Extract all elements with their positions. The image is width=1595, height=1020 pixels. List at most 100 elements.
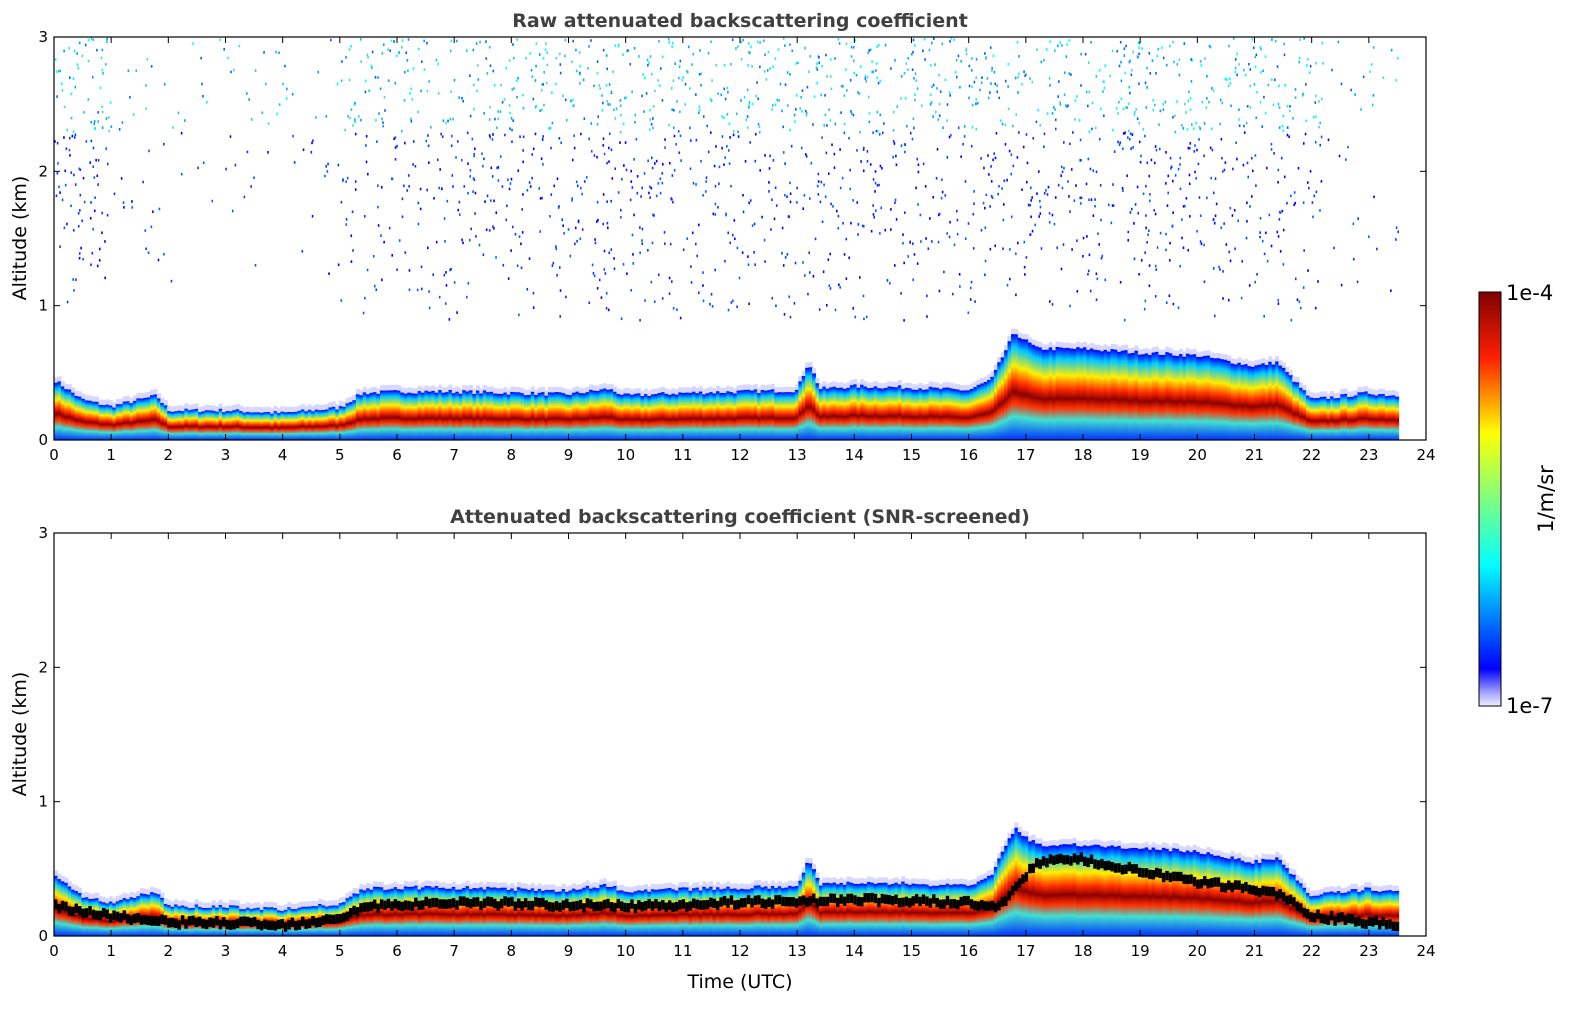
noise-speckle <box>1095 272 1098 276</box>
layer-halo <box>1384 885 1389 891</box>
noise-speckle <box>1253 83 1256 86</box>
noise-speckle <box>531 176 533 180</box>
noise-speckle <box>411 97 414 101</box>
noise-speckle <box>1210 87 1213 90</box>
noise-speckle <box>959 285 961 288</box>
noise-speckle <box>874 170 877 173</box>
screened-band <box>314 918 319 928</box>
noise-speckle <box>403 184 405 188</box>
layer-halo <box>369 884 374 890</box>
noise-speckle <box>1063 93 1066 97</box>
noise-speckle <box>1219 268 1221 271</box>
layer-halo <box>1223 354 1228 360</box>
noise-speckle <box>1060 267 1063 271</box>
noise-speckle <box>911 52 913 56</box>
layer-halo <box>582 882 587 888</box>
screened-band <box>311 915 316 926</box>
screened-band <box>208 917 213 927</box>
layer-halo <box>235 403 240 410</box>
noise-speckle <box>495 256 497 259</box>
noise-speckle <box>1128 129 1130 133</box>
layer-halo <box>455 386 460 392</box>
noise-speckle <box>1063 141 1065 144</box>
layer-halo <box>952 383 957 389</box>
noise-speckle <box>896 105 899 108</box>
layer-column <box>842 388 847 440</box>
noise-speckle <box>1025 133 1028 136</box>
noise-speckle <box>1007 62 1010 66</box>
layer-halo <box>1319 391 1324 397</box>
noise-speckle <box>1277 180 1279 184</box>
layer-column <box>1264 859 1269 936</box>
noise-speckle <box>746 88 749 92</box>
noise-speckle <box>757 97 760 101</box>
noise-speckle <box>526 188 529 192</box>
noise-speckle <box>1280 156 1283 160</box>
noise-speckle <box>786 104 789 107</box>
noise-speckle <box>770 228 772 231</box>
noise-speckle <box>158 207 161 211</box>
noise-speckle <box>310 150 313 154</box>
noise-speckle <box>639 251 641 255</box>
screened-band <box>818 896 823 907</box>
noise-speckle <box>421 60 423 64</box>
layer-column <box>1069 844 1074 936</box>
noise-speckle <box>491 175 494 178</box>
noise-speckle <box>73 173 75 177</box>
noise-speckle <box>598 84 601 87</box>
noise-speckle <box>475 235 477 238</box>
layer-halo <box>1093 344 1098 350</box>
noise-speckle <box>1097 232 1099 235</box>
screened-band <box>400 901 405 912</box>
layer-halo <box>1134 345 1139 351</box>
noise-speckle <box>1370 63 1373 66</box>
noise-speckle <box>511 88 514 91</box>
screened-band <box>479 900 484 911</box>
noise-speckle <box>733 219 736 222</box>
layer-column <box>1048 347 1053 440</box>
layer-column <box>1052 350 1057 440</box>
noise-speckle <box>293 161 296 164</box>
noise-speckle <box>1234 58 1237 61</box>
x-tick-label: 11 <box>673 942 692 960</box>
layer-halo <box>1384 390 1389 397</box>
noise-speckle <box>879 164 882 168</box>
layer-halo <box>712 388 717 394</box>
noise-speckle <box>344 128 346 132</box>
noise-speckle <box>493 83 496 87</box>
noise-speckle <box>702 115 705 118</box>
noise-speckle <box>1293 203 1295 207</box>
noise-speckle <box>292 134 294 138</box>
layer-halo <box>287 901 292 908</box>
noise-speckle <box>1014 76 1017 80</box>
layer-halo <box>1189 846 1194 853</box>
layer-halo <box>139 393 144 399</box>
noise-speckle <box>1115 107 1118 110</box>
layer-halo <box>558 386 563 393</box>
layer-column <box>842 884 847 936</box>
layer-halo <box>273 902 278 909</box>
noise-speckle <box>1220 137 1223 141</box>
noise-speckle <box>1174 174 1177 177</box>
layer-column <box>1353 889 1358 936</box>
layer-halo <box>105 898 110 904</box>
layer-halo <box>136 890 141 897</box>
x-tick-label: 2 <box>164 942 174 960</box>
layer-column <box>568 890 573 936</box>
screened-band <box>469 899 474 909</box>
noise-speckle <box>1208 44 1211 48</box>
layer-halo <box>1185 845 1190 851</box>
layer-column <box>410 886 415 936</box>
noise-speckle <box>471 137 474 141</box>
layer-column <box>784 887 789 936</box>
noise-speckle <box>1237 219 1240 223</box>
layer-column <box>681 887 686 936</box>
noise-speckle <box>968 96 970 100</box>
layer-column <box>709 392 714 440</box>
layer-column <box>400 889 405 936</box>
layer-halo <box>602 878 607 884</box>
layer-column <box>314 409 319 440</box>
noise-speckle <box>1340 283 1343 287</box>
noise-speckle <box>630 169 633 173</box>
noise-speckle <box>1023 240 1026 244</box>
